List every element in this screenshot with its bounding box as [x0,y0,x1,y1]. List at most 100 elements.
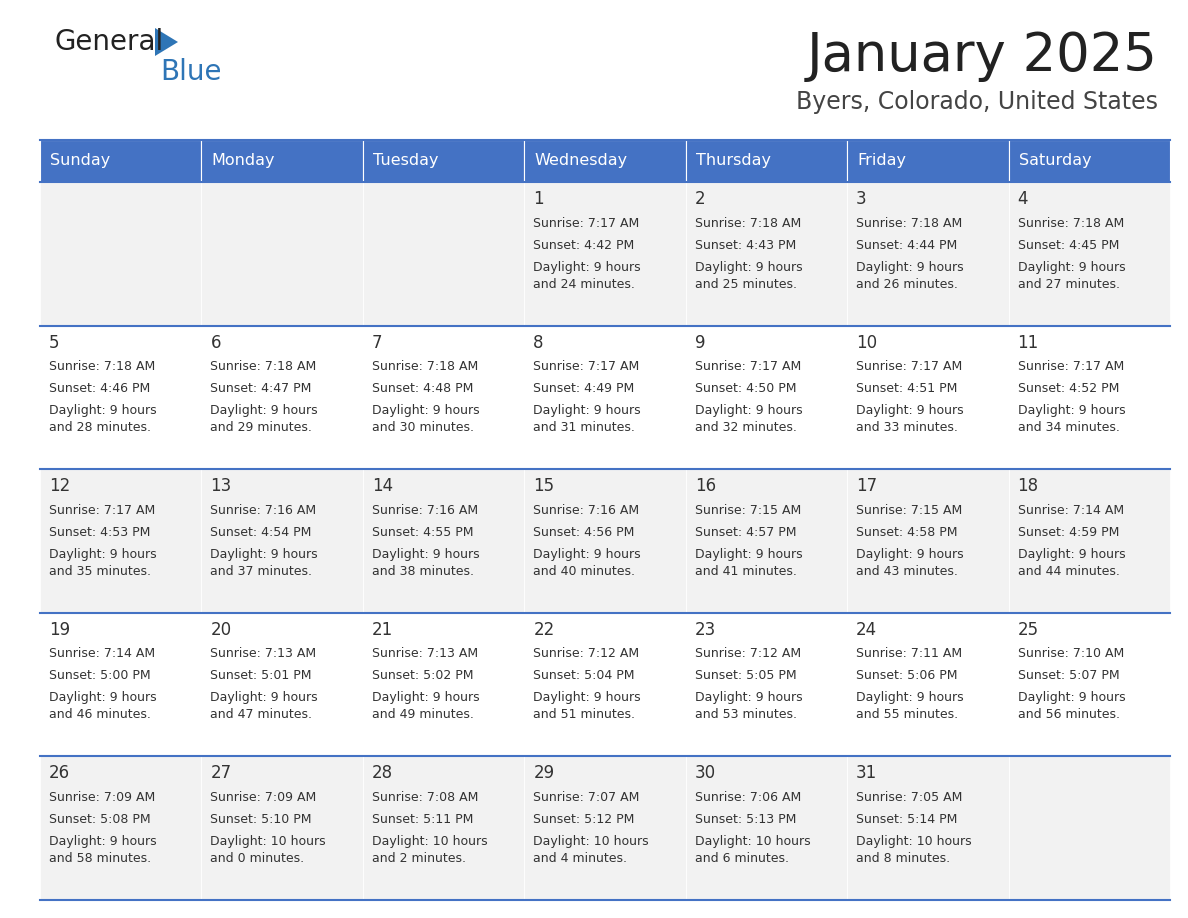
Text: Sunset: 4:48 PM: Sunset: 4:48 PM [372,382,473,396]
Text: Sunset: 5:02 PM: Sunset: 5:02 PM [372,669,473,682]
Text: Sunrise: 7:14 AM: Sunrise: 7:14 AM [1018,504,1124,517]
Bar [202,182,362,326]
Text: Sunrise: 7:17 AM: Sunrise: 7:17 AM [533,360,639,373]
Text: Sunrise: 7:09 AM: Sunrise: 7:09 AM [49,791,156,804]
Text: Sunrise: 7:10 AM: Sunrise: 7:10 AM [1018,647,1124,660]
Text: 5: 5 [49,333,59,352]
Text: Sunset: 5:07 PM: Sunset: 5:07 PM [1018,669,1119,682]
Bar [524,326,685,469]
Text: Sunset: 4:49 PM: Sunset: 4:49 PM [533,382,634,396]
Bar [1009,140,1170,182]
Bar [685,613,847,756]
Bar [362,613,524,756]
Text: Daylight: 10 hours
and 2 minutes.: Daylight: 10 hours and 2 minutes. [372,835,487,865]
Text: Daylight: 9 hours
and 25 minutes.: Daylight: 9 hours and 25 minutes. [695,261,802,291]
Bar [1009,756,1170,900]
Bar [847,756,1009,900]
Bar [685,469,847,613]
Text: Sunrise: 7:12 AM: Sunrise: 7:12 AM [533,647,639,660]
Text: 24: 24 [857,621,877,639]
Text: Sunrise: 7:12 AM: Sunrise: 7:12 AM [695,647,801,660]
Text: 26: 26 [49,765,70,782]
Text: Blue: Blue [160,58,221,86]
Text: Sunset: 4:43 PM: Sunset: 4:43 PM [695,239,796,252]
Bar [362,140,524,182]
Text: 9: 9 [695,333,706,352]
Text: Sunday: Sunday [50,153,110,169]
Text: Sunset: 4:47 PM: Sunset: 4:47 PM [210,382,311,396]
Text: 11: 11 [1018,333,1038,352]
Text: Daylight: 9 hours
and 26 minutes.: Daylight: 9 hours and 26 minutes. [857,261,963,291]
Text: Sunset: 4:53 PM: Sunset: 4:53 PM [49,526,151,539]
Bar [847,469,1009,613]
Text: Daylight: 9 hours
and 31 minutes.: Daylight: 9 hours and 31 minutes. [533,404,640,434]
Text: 12: 12 [49,477,70,495]
Text: Sunset: 5:08 PM: Sunset: 5:08 PM [49,813,151,826]
Text: Daylight: 9 hours
and 38 minutes.: Daylight: 9 hours and 38 minutes. [372,548,480,578]
Text: Byers, Colorado, United States: Byers, Colorado, United States [796,90,1158,114]
Text: Sunset: 5:12 PM: Sunset: 5:12 PM [533,813,634,826]
Bar [40,326,202,469]
Text: 20: 20 [210,621,232,639]
Text: Sunrise: 7:13 AM: Sunrise: 7:13 AM [210,647,316,660]
Bar [524,613,685,756]
Text: Sunset: 4:50 PM: Sunset: 4:50 PM [695,382,796,396]
Text: 16: 16 [695,477,716,495]
Text: General: General [55,28,164,56]
Bar [847,326,1009,469]
Bar [362,756,524,900]
Text: Sunset: 4:42 PM: Sunset: 4:42 PM [533,239,634,252]
Text: Friday: Friday [858,153,906,169]
Text: Daylight: 9 hours
and 44 minutes.: Daylight: 9 hours and 44 minutes. [1018,548,1125,578]
Text: Sunrise: 7:07 AM: Sunrise: 7:07 AM [533,791,639,804]
Text: 29: 29 [533,765,555,782]
Bar [202,756,362,900]
Text: January 2025: January 2025 [807,30,1158,82]
Text: Daylight: 9 hours
and 34 minutes.: Daylight: 9 hours and 34 minutes. [1018,404,1125,434]
Text: Sunset: 5:05 PM: Sunset: 5:05 PM [695,669,796,682]
Text: 23: 23 [695,621,716,639]
Text: Monday: Monday [211,153,274,169]
Bar [1009,326,1170,469]
Text: 4: 4 [1018,190,1028,208]
Text: Sunrise: 7:05 AM: Sunrise: 7:05 AM [857,791,962,804]
Text: Sunset: 4:56 PM: Sunset: 4:56 PM [533,526,634,539]
Text: Daylight: 9 hours
and 47 minutes.: Daylight: 9 hours and 47 minutes. [210,691,318,722]
Text: 31: 31 [857,765,878,782]
Bar [1009,613,1170,756]
Text: 15: 15 [533,477,555,495]
Text: Thursday: Thursday [696,153,771,169]
Bar [685,756,847,900]
Text: Daylight: 9 hours
and 53 minutes.: Daylight: 9 hours and 53 minutes. [695,691,802,722]
Text: Daylight: 9 hours
and 32 minutes.: Daylight: 9 hours and 32 minutes. [695,404,802,434]
Text: Daylight: 9 hours
and 24 minutes.: Daylight: 9 hours and 24 minutes. [533,261,640,291]
Text: 17: 17 [857,477,877,495]
Text: Wednesday: Wednesday [535,153,627,169]
Bar [1009,469,1170,613]
Text: Daylight: 9 hours
and 33 minutes.: Daylight: 9 hours and 33 minutes. [857,404,963,434]
Bar [524,756,685,900]
Bar [524,469,685,613]
Text: Daylight: 9 hours
and 46 minutes.: Daylight: 9 hours and 46 minutes. [49,691,157,722]
Text: 19: 19 [49,621,70,639]
Bar [524,140,685,182]
Text: Daylight: 10 hours
and 8 minutes.: Daylight: 10 hours and 8 minutes. [857,835,972,865]
Bar [40,182,202,326]
Text: Sunrise: 7:17 AM: Sunrise: 7:17 AM [1018,360,1124,373]
Text: Sunset: 4:45 PM: Sunset: 4:45 PM [1018,239,1119,252]
Text: Sunrise: 7:08 AM: Sunrise: 7:08 AM [372,791,479,804]
Text: Sunrise: 7:18 AM: Sunrise: 7:18 AM [49,360,156,373]
Text: Daylight: 9 hours
and 43 minutes.: Daylight: 9 hours and 43 minutes. [857,548,963,578]
Text: Daylight: 10 hours
and 4 minutes.: Daylight: 10 hours and 4 minutes. [533,835,649,865]
Text: 14: 14 [372,477,393,495]
Text: 13: 13 [210,477,232,495]
Text: Sunrise: 7:18 AM: Sunrise: 7:18 AM [1018,217,1124,230]
Bar [685,140,847,182]
Text: Sunrise: 7:18 AM: Sunrise: 7:18 AM [695,217,801,230]
Text: Daylight: 9 hours
and 29 minutes.: Daylight: 9 hours and 29 minutes. [210,404,318,434]
Text: Sunset: 5:11 PM: Sunset: 5:11 PM [372,813,473,826]
Text: Sunset: 5:06 PM: Sunset: 5:06 PM [857,669,958,682]
Text: Sunrise: 7:16 AM: Sunrise: 7:16 AM [533,504,639,517]
Text: Sunset: 4:55 PM: Sunset: 4:55 PM [372,526,473,539]
Text: Sunrise: 7:18 AM: Sunrise: 7:18 AM [210,360,317,373]
